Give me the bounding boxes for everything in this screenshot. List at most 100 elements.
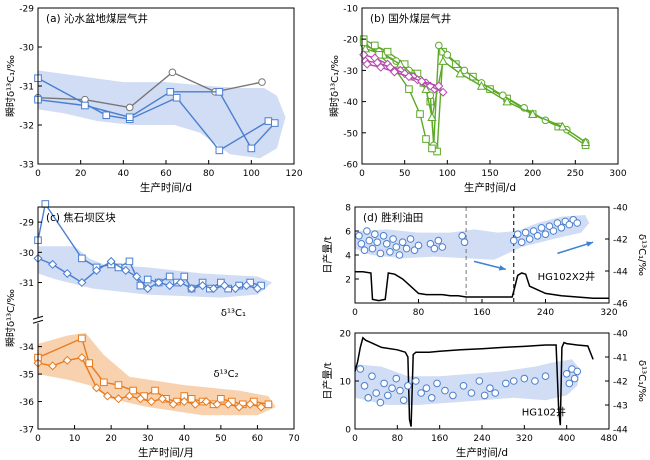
data-point	[81, 101, 89, 110]
data-point	[460, 238, 469, 246]
data-point	[217, 394, 225, 403]
data-point	[372, 389, 380, 397]
x-tick-label: 100	[439, 169, 456, 179]
data-point	[438, 87, 448, 97]
data-point	[513, 230, 522, 238]
x-axis-label: 生产时间/d	[464, 181, 516, 194]
x-tick-label: 120	[285, 169, 302, 179]
data-point	[405, 85, 413, 93]
x-tick-label: 60	[252, 434, 264, 444]
panel-d-top: 0 80 160 240 320 2 4 6 8 -46 -44 -42 -40 (d) 胜利油田日产量/…	[321, 204, 647, 319]
panel-title: (b) 国外煤层气井	[370, 12, 451, 25]
y-axis-label: 日产量/t	[321, 362, 334, 399]
x-tick-label: 200	[524, 169, 541, 179]
data-point	[114, 381, 123, 389]
x-tick-label: 400	[558, 434, 575, 444]
y-tick-label: -30	[19, 44, 34, 54]
data-point	[92, 265, 102, 275]
data-point	[553, 219, 562, 227]
data-point	[136, 281, 145, 290]
y-tick-label: -32	[19, 122, 34, 132]
x-tick-label: 250	[567, 169, 584, 179]
x-tick-label: 100	[243, 169, 260, 179]
series-line	[37, 77, 269, 152]
series-3	[360, 43, 591, 146]
series-1	[354, 336, 594, 427]
data-point	[443, 51, 452, 59]
x-tick-label: 480	[600, 434, 617, 444]
axis-break-mask	[35, 317, 41, 324]
y-axis-label: 瞬时δ¹³C/‰	[4, 289, 17, 347]
x-tick-label: 0	[35, 434, 41, 444]
data-point	[198, 281, 208, 291]
data-point	[220, 281, 230, 291]
data-point	[438, 243, 447, 251]
data-point	[541, 372, 550, 381]
data-point	[48, 259, 58, 269]
annotation: δ¹³C₂	[214, 369, 239, 380]
annotation: δ¹³C₁	[221, 308, 246, 319]
data-point	[521, 228, 530, 237]
data-point	[176, 278, 186, 288]
data-point	[125, 113, 134, 122]
y-tick-label: 2	[345, 276, 351, 286]
y-axis-label: 瞬时δ¹³C₁/‰	[4, 55, 17, 117]
data-point	[416, 110, 424, 118]
data-point	[125, 257, 134, 266]
data-point	[438, 56, 448, 65]
data-point	[459, 382, 468, 390]
y-tick-label: -31	[19, 83, 34, 93]
data-point	[417, 389, 425, 397]
y-tick-label: 20	[340, 330, 352, 340]
series-7	[362, 59, 444, 91]
panel-d-bottom: 0 80 160 240 320 400 480 0 10 20 -44 -43 -42 -41 -40 生产…	[321, 330, 647, 460]
data-point	[166, 88, 175, 96]
data-point	[209, 284, 219, 294]
data-point	[376, 62, 386, 72]
data-point	[223, 399, 233, 409]
data-point	[399, 396, 408, 405]
data-point	[421, 84, 431, 93]
y-tick-label: -50	[343, 129, 358, 139]
data-point	[396, 386, 404, 395]
x-tick-label: 160	[431, 434, 448, 444]
y2-tick-label: -41	[613, 354, 628, 364]
data-point	[486, 384, 494, 393]
data-point	[180, 272, 189, 281]
series-2	[355, 216, 582, 259]
x-tick-label: 150	[481, 169, 498, 179]
y-tick-label: -60	[343, 161, 358, 171]
data-point	[360, 246, 369, 254]
y-axis-label: 瞬时δ¹³C₁/‰	[328, 55, 341, 117]
data-point	[77, 353, 87, 363]
data-point	[525, 235, 534, 243]
data-point	[62, 268, 72, 278]
axis-break-mark	[32, 319, 44, 324]
x-axis-label: 生产时间/d	[140, 181, 192, 194]
x-tick-label: 240	[537, 308, 554, 318]
data-point	[402, 244, 411, 253]
panel-a: 0 20 40 60 80 100 120 -33 -32 -31 -30 -29 (a) 沁水盆地煤层…	[4, 5, 303, 195]
data-point	[373, 238, 382, 246]
panel-c: 0 10 20 30 40 50 60 70 -37 -36 -35 -34 -31 -30 -29 (c) …	[4, 200, 300, 459]
series-2	[356, 365, 582, 407]
y-tick-label: -36	[19, 398, 34, 408]
annotation: HG102X2井	[538, 270, 596, 283]
data-point	[215, 146, 224, 155]
x-tick-label: 60	[160, 169, 172, 179]
data-point	[434, 81, 444, 91]
series-line	[365, 47, 586, 143]
x-tick-label: 70	[288, 434, 300, 444]
data-point	[395, 251, 404, 259]
x-tick-label: 20	[75, 169, 87, 179]
data-point	[541, 230, 550, 238]
data-point	[502, 96, 512, 106]
data-point	[467, 389, 476, 397]
x-tick-label: 0	[359, 169, 365, 179]
data-point	[475, 377, 484, 385]
x-axis-label: 生产时间/月	[138, 446, 194, 459]
data-point	[102, 391, 112, 401]
data-point	[362, 59, 372, 69]
y-tick-label: -20	[343, 36, 358, 46]
series-1	[359, 35, 590, 156]
